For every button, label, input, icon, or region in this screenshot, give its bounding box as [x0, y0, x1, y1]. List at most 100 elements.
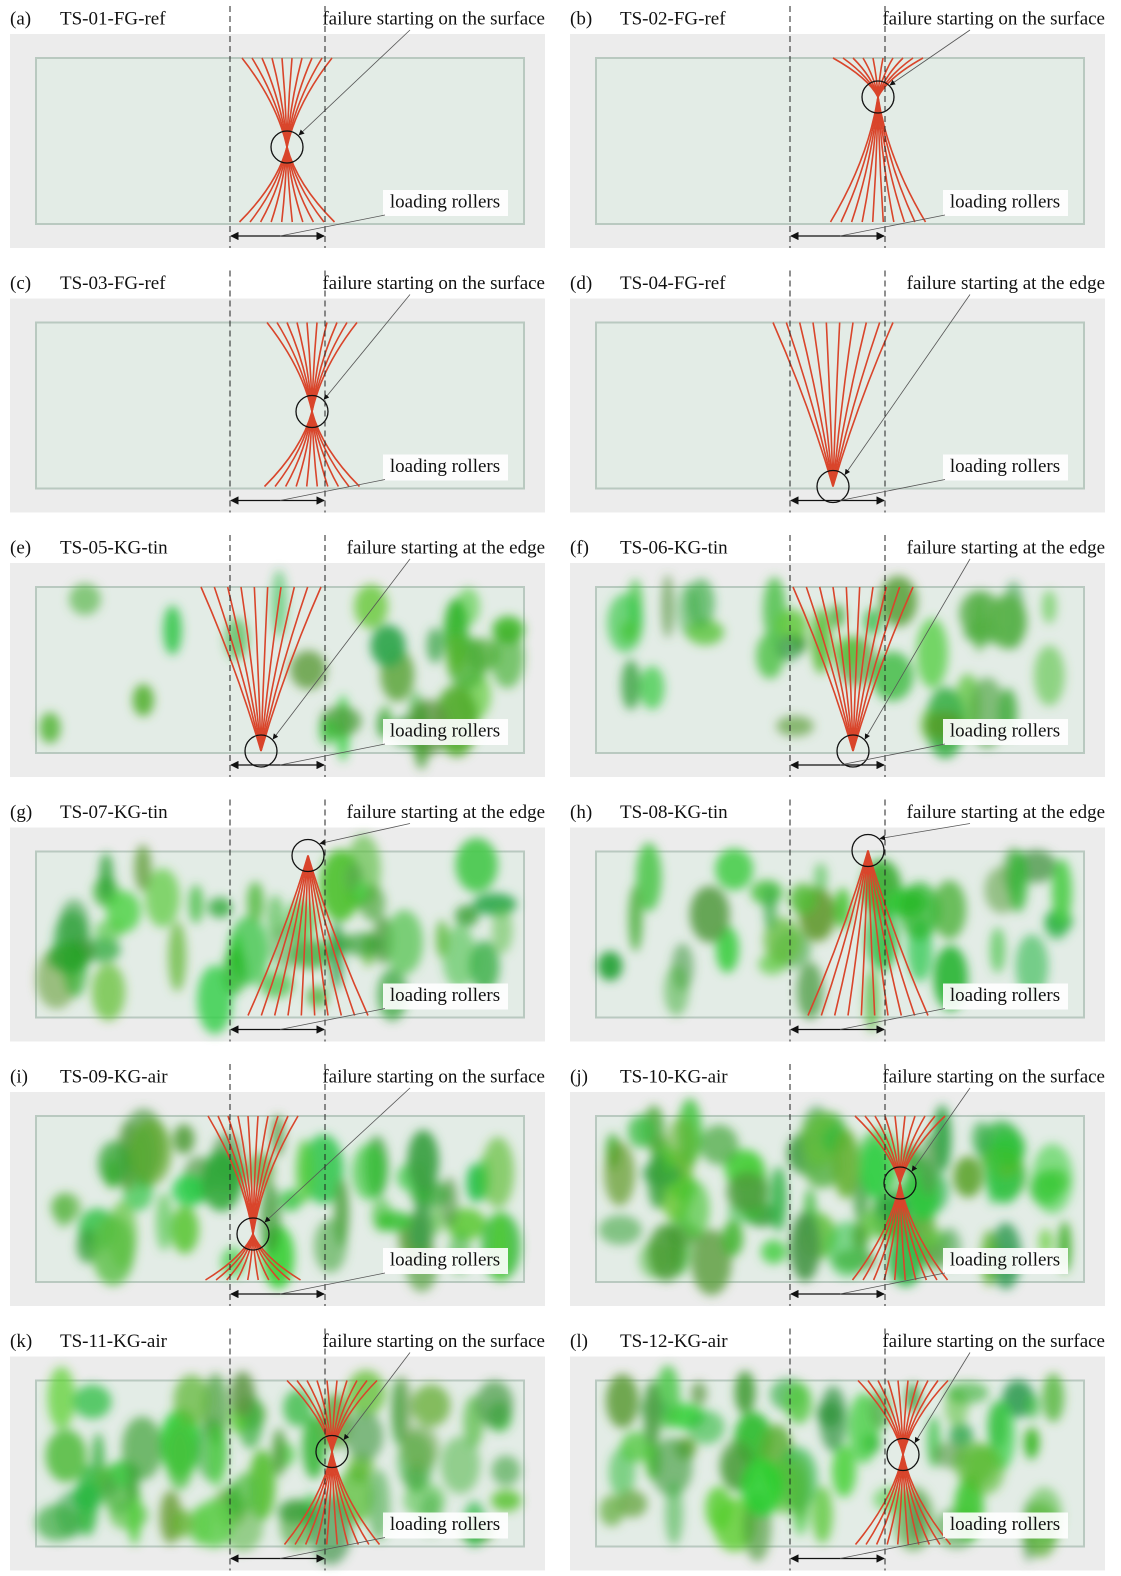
green-blob [345, 1411, 383, 1461]
green-blob [834, 888, 850, 929]
green-blob [47, 942, 90, 973]
green-blob [166, 1425, 194, 1490]
green-blob [790, 1212, 820, 1281]
specimen-name: TS-07-KG-tin [60, 802, 168, 823]
green-blob [990, 927, 1006, 973]
green-blob [919, 1135, 937, 1197]
green-blob [972, 1121, 991, 1155]
specimen-name: TS-06-KG-tin [620, 537, 728, 558]
rollers-label: loading rollers [950, 1514, 1060, 1535]
rollers-label: loading rollers [950, 1249, 1060, 1270]
green-blob [741, 1459, 783, 1517]
green-blob [640, 666, 665, 710]
panel: (l)TS-12-KG-airfailure starting on the s… [570, 1329, 1105, 1571]
green-blob [953, 1156, 983, 1197]
green-blob [455, 905, 479, 927]
green-blob [665, 1481, 683, 1545]
green-blob [172, 1509, 193, 1537]
green-blob [691, 1382, 707, 1406]
panel-label: (k) [10, 1331, 32, 1352]
green-blob [247, 882, 264, 923]
green-blob [446, 634, 466, 675]
rollers-label: loading rollers [390, 191, 500, 212]
green-blob [735, 1371, 756, 1414]
green-blob [98, 1141, 131, 1186]
green-blob [598, 951, 623, 980]
green-blob [122, 1417, 163, 1481]
green-blob [777, 634, 802, 661]
green-blob [156, 1193, 173, 1251]
green-blob [1042, 590, 1056, 624]
green-blob [1032, 1144, 1073, 1214]
green-blob [430, 1208, 443, 1235]
green-blob [789, 883, 817, 914]
green-blob [687, 1410, 724, 1444]
panel: (b)TS-02-FG-reffailure starting on the s… [570, 6, 1105, 248]
green-blob [412, 1384, 451, 1426]
panel-label: (g) [10, 802, 32, 823]
green-blob [319, 718, 337, 745]
green-blob [354, 584, 388, 628]
green-blob [770, 1166, 787, 1231]
green-blob [648, 1224, 685, 1281]
panel-label: (j) [570, 1066, 588, 1087]
green-blob [1008, 851, 1028, 913]
green-blob [129, 1119, 172, 1186]
green-blob [648, 1151, 667, 1209]
rollers-label: loading rollers [950, 456, 1060, 477]
green-blob [604, 1142, 635, 1206]
green-blob [73, 1385, 112, 1419]
green-blob [946, 1382, 989, 1404]
green-blob [621, 660, 640, 710]
green-blob [789, 1456, 809, 1520]
green-blob [92, 963, 126, 1021]
panel-label: (b) [570, 8, 592, 29]
green-blob [1034, 645, 1065, 705]
green-blob [964, 1445, 1004, 1495]
green-blob [606, 1374, 639, 1428]
green-blob [296, 1139, 314, 1203]
panel-label: (i) [10, 1066, 28, 1087]
green-blob [223, 947, 247, 995]
green-blob [478, 1156, 490, 1202]
green-blob [664, 965, 689, 1016]
figure: (a)TS-01-FG-reffailure starting on the s… [0, 0, 1121, 1576]
green-blob [99, 853, 113, 900]
green-blob [342, 933, 384, 956]
green-blob [705, 1486, 732, 1531]
failure-annotation: failure starting on the surface [882, 8, 1105, 29]
green-blob [811, 608, 831, 674]
green-blob [163, 606, 182, 655]
green-blob [48, 1367, 76, 1429]
green-blob [988, 595, 1027, 649]
green-blob [412, 1199, 431, 1255]
specimen-name: TS-11-KG-air [60, 1331, 168, 1352]
green-blob [385, 910, 423, 975]
green-blob [233, 1473, 257, 1512]
green-blob [491, 1490, 521, 1511]
panel-label: (a) [10, 8, 31, 29]
green-blob [171, 1206, 199, 1254]
green-blob [230, 1372, 254, 1418]
specimen-name: TS-03-FG-ref [60, 273, 166, 294]
failure-annotation: failure starting on the surface [322, 1331, 545, 1352]
failure-annotation: failure starting on the surface [882, 1066, 1105, 1087]
green-blob [1025, 1394, 1039, 1419]
green-blob [599, 1495, 623, 1526]
green-blob [628, 1115, 654, 1148]
green-blob [355, 881, 367, 903]
green-blob [134, 845, 151, 892]
failure-annotation: failure starting on the surface [882, 1331, 1105, 1352]
green-blob [50, 1192, 81, 1221]
panel: (k) TS-11-KG-air failure starting on the s… [10, 1329, 545, 1571]
green-blob [899, 882, 939, 940]
green-blob [832, 1129, 859, 1199]
specimen-name: TS-08-KG-tin [620, 802, 728, 823]
green-blob [764, 885, 777, 931]
green-blob [195, 1499, 233, 1547]
green-blob [39, 712, 60, 743]
green-blob [870, 1390, 891, 1429]
rollers-label: loading rollers [390, 1249, 500, 1270]
green-blob [643, 1381, 661, 1448]
